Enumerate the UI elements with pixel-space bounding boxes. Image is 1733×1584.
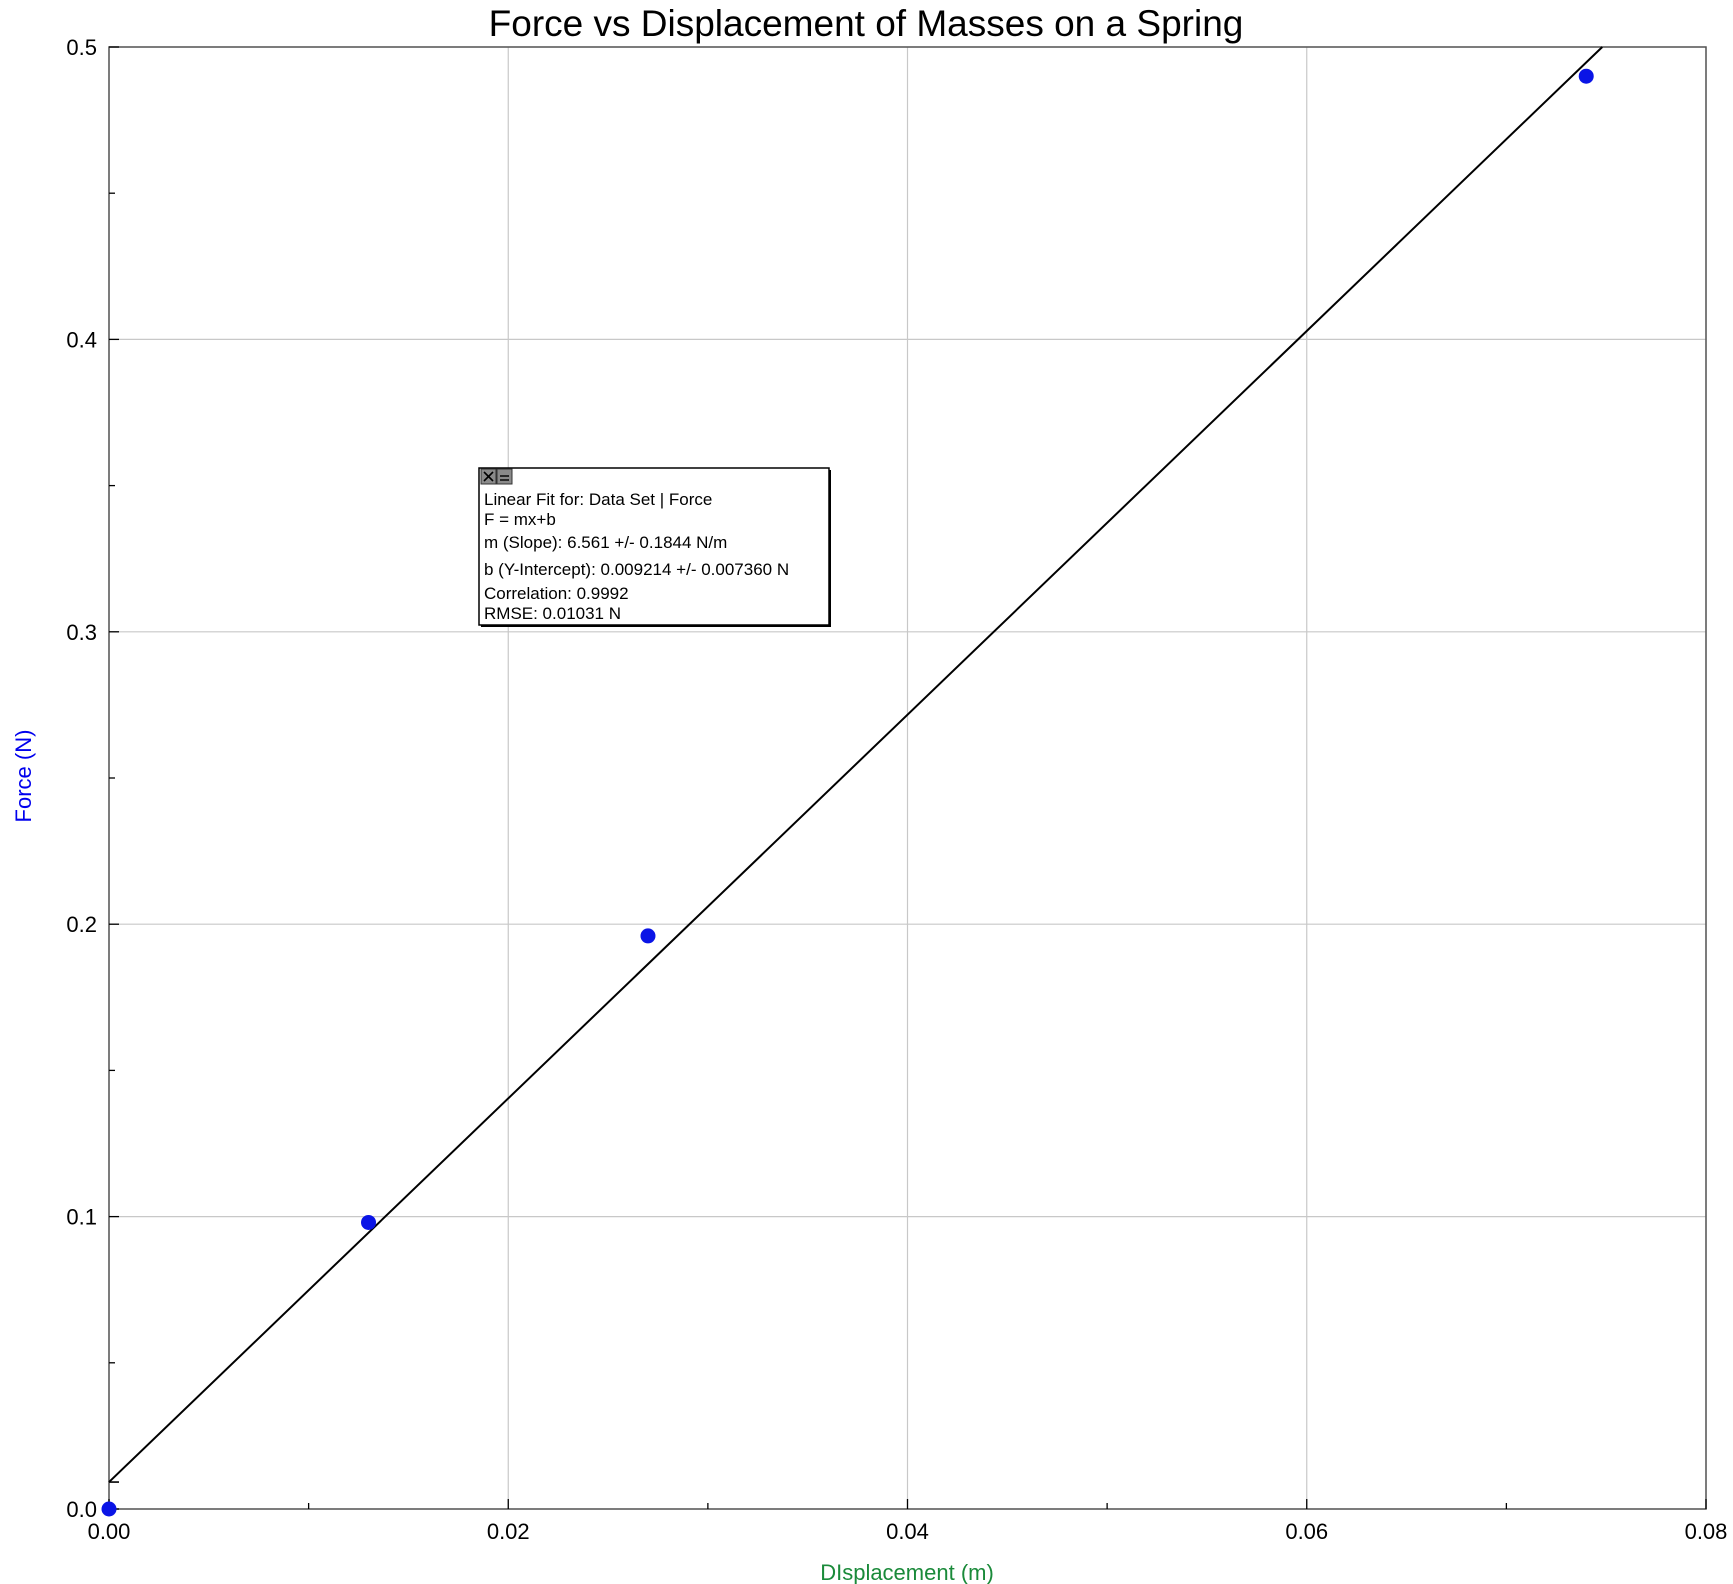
y-tick-label: 0.5 [66, 35, 97, 60]
data-points [101, 68, 1594, 1517]
x-tick-label: 0.00 [88, 1519, 131, 1544]
y-tick-label: 0.2 [66, 912, 97, 937]
x-axis-label: DIsplacement (m) [820, 1560, 994, 1584]
fit-box-line: F = mx+b [484, 510, 556, 529]
x-tick-label: 0.02 [487, 1519, 530, 1544]
grid [108, 46, 1707, 1510]
y-axis-label: Force (N) [11, 730, 36, 823]
y-tick-label: 0.3 [66, 620, 97, 645]
x-tick-label: 0.04 [886, 1519, 929, 1544]
tick-labels: 0.00 0.02 0.04 0.06 0.08 0.0 0.1 0.2 0.3 0.4 0.5 [66, 35, 1727, 1544]
fit-box-background [478, 467, 830, 626]
x-tick-label: 0.08 [1685, 1519, 1728, 1544]
data-point [640, 928, 656, 944]
x-tick-label: 0.06 [1285, 1519, 1328, 1544]
fit-info-box[interactable]: Linear Fit for: Data Set | Force F = mx+… [478, 467, 831, 627]
fit-box-line: Linear Fit for: Data Set | Force [484, 490, 712, 509]
options-icon[interactable] [496, 468, 513, 485]
fit-box-line: b (Y-Intercept): 0.009214 +/- 0.007360 N [484, 560, 789, 579]
y-tick-label: 0.0 [66, 1497, 97, 1522]
fit-box-line: RMSE: 0.01031 N [484, 604, 621, 623]
data-point [361, 1214, 377, 1230]
fit-box-line: Correlation: 0.9992 [484, 584, 629, 603]
y-tick-label: 0.1 [66, 1205, 97, 1230]
linear-fit [108, 46, 1603, 1483]
data-point [1578, 68, 1594, 84]
close-icon[interactable] [480, 468, 497, 485]
data-point [101, 1501, 117, 1517]
fit-box-line: m (Slope): 6.561 +/- 0.1844 N/m [484, 533, 727, 552]
chart-title: Force vs Displacement of Masses on a Spr… [489, 3, 1244, 44]
fit-line [108, 46, 1603, 1483]
y-tick-label: 0.4 [66, 327, 97, 352]
